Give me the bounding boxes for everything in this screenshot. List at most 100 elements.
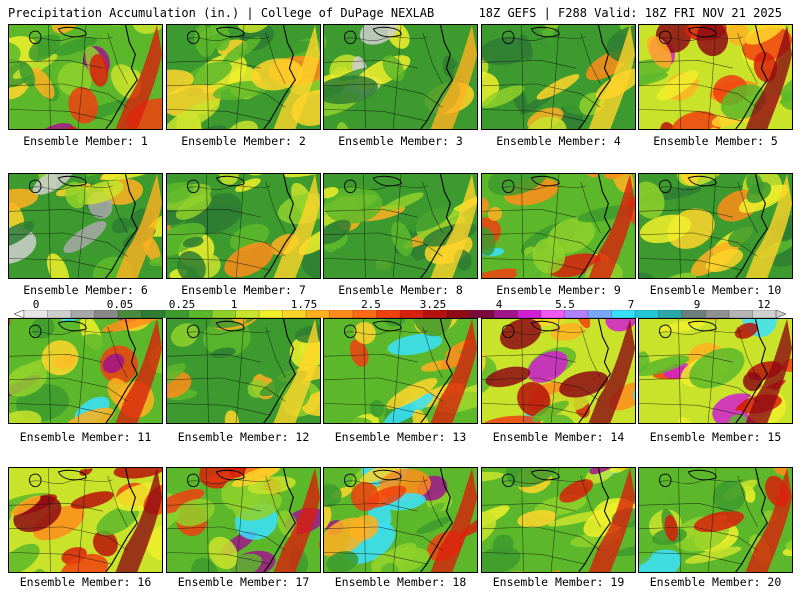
precip-map — [482, 468, 635, 572]
ensemble-member-label: Ensemble Member: 12 — [177, 430, 310, 444]
colorbar-legend: 0 0.05 0.25 1 1.75 2.5 3.25 4 5.5 7 9 12 — [14, 298, 786, 320]
precip-map — [324, 174, 477, 278]
ensemble-panel — [166, 24, 321, 130]
ensemble-panel — [481, 467, 636, 573]
colorbar-swatch — [141, 310, 166, 318]
colorbar-tick-label: 1 — [230, 298, 238, 311]
ensemble-member-label: Ensemble Member: 19 — [492, 575, 625, 589]
colorbar-swatch — [564, 310, 589, 318]
product-title: Precipitation Accumulation (in.) | Colle… — [8, 6, 435, 20]
precip-map — [167, 319, 320, 423]
precip-map — [482, 319, 635, 423]
ensemble-member-label: Ensemble Member: 18 — [334, 575, 467, 589]
ensemble-panel — [323, 24, 478, 130]
precip-map — [324, 25, 477, 129]
ensemble-member-label: Ensemble Member: 10 — [649, 283, 782, 297]
ensemble-member-label: Ensemble Member: 2 — [181, 134, 306, 148]
colorbar-swatch — [305, 310, 331, 318]
header: Precipitation Accumulation (in.) | Colle… — [0, 0, 800, 26]
colorbar-swatch — [634, 310, 660, 318]
ensemble-panel — [638, 318, 793, 424]
ensemble-panel — [638, 173, 793, 279]
precip-map — [639, 174, 792, 278]
precip-map — [167, 174, 320, 278]
colorbar-swatch — [493, 310, 519, 318]
colorbar-swatch — [423, 310, 448, 318]
ensemble-member-label: Ensemble Member: 20 — [649, 575, 782, 589]
colorbar-swatch — [611, 310, 636, 318]
ensemble-panel — [638, 467, 793, 573]
ensemble-panel — [481, 24, 636, 130]
colorbar-strip — [14, 310, 786, 318]
model-valid-time: 18Z GEFS | F288 Valid: 18Z FRI NOV 21 20… — [478, 6, 782, 20]
colorbar-swatch — [235, 310, 260, 318]
ensemble-panel — [323, 318, 478, 424]
ensemble-panel — [8, 173, 163, 279]
ensemble-member-label: Ensemble Member: 8 — [338, 283, 463, 297]
precip-map — [9, 174, 162, 278]
ensemble-panel — [638, 24, 793, 130]
colorbar-swatch — [188, 310, 213, 318]
colorbar-swatch — [728, 310, 754, 318]
colorbar-swatch — [23, 310, 49, 318]
ensemble-member-label: Ensemble Member: 4 — [496, 134, 621, 148]
colorbar-tick-label: 2.5 — [361, 298, 381, 311]
colorbar-swatch — [352, 310, 378, 318]
precip-map — [639, 319, 792, 423]
precip-map — [482, 174, 635, 278]
colorbar-tick-label: 3.25 — [419, 298, 447, 311]
ensemble-member-label: Ensemble Member: 16 — [19, 575, 152, 589]
colorbar-tick-label: 1.75 — [290, 298, 318, 311]
colorbar-tick-label: 12 — [757, 298, 771, 311]
ensemble-member-label: Ensemble Member: 15 — [649, 430, 782, 444]
colorbar-swatch — [517, 310, 542, 318]
colorbar-max-arrow — [775, 310, 786, 318]
ensemble-member-label: Ensemble Member: 9 — [496, 283, 621, 297]
ensemble-member-label: Ensemble Member: 7 — [181, 283, 306, 297]
ensemble-panel — [8, 467, 163, 573]
colorbar-tick-label: 0.05 — [106, 298, 134, 311]
colorbar-swatch — [470, 310, 495, 318]
ensemble-panel — [166, 467, 321, 573]
precip-map — [9, 25, 162, 129]
ensemble-member-label: Ensemble Member: 11 — [19, 430, 152, 444]
colorbar-swatch — [658, 310, 683, 318]
colorbar-swatch — [117, 310, 143, 318]
colorbar-swatch — [587, 310, 613, 318]
colorbar-swatch — [70, 310, 96, 318]
colorbar-swatch — [164, 310, 190, 318]
colorbar-swatch — [681, 310, 707, 318]
ensemble-member-label: Ensemble Member: 3 — [338, 134, 463, 148]
colorbar-swatch — [376, 310, 401, 318]
precip-map — [324, 468, 477, 572]
colorbar-swatch — [94, 310, 119, 318]
ensemble-panel — [323, 173, 478, 279]
precip-map — [167, 25, 320, 129]
ensemble-panel — [8, 318, 163, 424]
ensemble-panel — [166, 318, 321, 424]
ensemble-panel — [481, 173, 636, 279]
colorbar-swatch — [282, 310, 307, 318]
colorbar-swatch — [540, 310, 566, 318]
ensemble-panel — [166, 173, 321, 279]
ensemble-member-label: Ensemble Member: 14 — [492, 430, 625, 444]
colorbar-swatch — [446, 310, 472, 318]
colorbar-swatch — [399, 310, 425, 318]
precip-map — [9, 319, 162, 423]
colorbar-swatch — [705, 310, 730, 318]
colorbar-tick-label: 5.5 — [555, 298, 575, 311]
precip-map — [167, 468, 320, 572]
precip-map — [324, 319, 477, 423]
colorbar-tick-label: 4 — [495, 298, 503, 311]
ensemble-member-label: Ensemble Member: 17 — [177, 575, 310, 589]
ensemble-member-label: Ensemble Member: 13 — [334, 430, 467, 444]
colorbar-tick-label: 0 — [32, 298, 40, 311]
colorbar-tick-label: 0.25 — [168, 298, 196, 311]
colorbar-min-arrow — [14, 310, 25, 318]
precip-map — [482, 25, 635, 129]
ensemble-member-label: Ensemble Member: 6 — [23, 283, 148, 297]
colorbar-tick-label: 9 — [693, 298, 701, 311]
ensemble-panel — [323, 467, 478, 573]
colorbar-swatch — [258, 310, 284, 318]
ensemble-panel — [481, 318, 636, 424]
